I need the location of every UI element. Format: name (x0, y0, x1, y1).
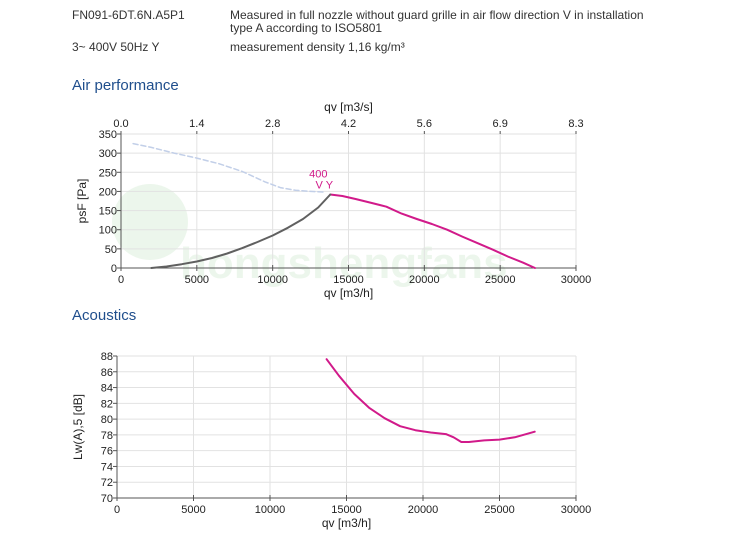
acoustics-x-tick-label: 20000 (408, 504, 439, 516)
air-y-tick-label: 0 (111, 263, 117, 275)
description-line-2: type A according to ISO5801 (230, 21, 383, 35)
acoustics-series-line-0 (325, 358, 536, 443)
air-x2-tick-label: 5.6 (417, 118, 432, 130)
watermark-text: hongshengfans (180, 239, 508, 288)
acoustics-y-tick-label: 72 (101, 477, 113, 489)
air-y-tick-label: 100 (99, 225, 117, 237)
air-series-line-0 (329, 193, 536, 269)
acoustics-x-tick-label: 0 (114, 504, 120, 516)
air-x-tick-label: 15000 (333, 274, 364, 286)
air-y-tick-label: 200 (99, 186, 117, 198)
acoustics-y-tick-label: 84 (101, 383, 113, 395)
supply-spec: 3~ 400V 50Hz Y (72, 40, 160, 54)
air-x-tick-label: 25000 (485, 274, 516, 286)
air-x-tick-label: 0 (118, 274, 124, 286)
acoustics-y-tick-label: 86 (101, 367, 113, 379)
acoustics-y-tick-label: 70 (101, 493, 113, 505)
air-x2-tick-label: 4.2 (341, 118, 356, 130)
air-y-tick-label: 350 (99, 129, 117, 141)
air-curve-label-direction: V Y (316, 179, 334, 191)
acoustics-title: Acoustics (72, 307, 137, 324)
air-y-tick-label: 250 (99, 167, 117, 179)
air-x2-tick-label: 2.8 (265, 118, 280, 130)
air-x-tick-label: 20000 (409, 274, 440, 286)
air-x2-tick-label: 6.9 (493, 118, 508, 130)
air-y-tick-label: 150 (99, 206, 117, 218)
air-performance-title: Air performance (72, 77, 179, 94)
air-x2-tick-label: 0.0 (113, 118, 128, 130)
air-x2-axis-label: qv [m3/s] (324, 100, 373, 114)
air-x-axis-label: qv [m3/h] (324, 286, 373, 300)
acoustics-y-tick-label: 78 (101, 430, 113, 442)
air-x-tick-label: 10000 (257, 274, 288, 286)
acoustics-y-tick-label: 80 (101, 414, 113, 426)
watermark-logo (112, 184, 188, 260)
air-y-tick-label: 300 (99, 148, 117, 160)
air-x2-tick-label: 8.3 (568, 118, 583, 130)
measurement-density: measurement density 1,16 kg/m³ (230, 40, 405, 54)
acoustics-x-tick-label: 25000 (484, 504, 515, 516)
acoustics-y-tick-label: 82 (101, 398, 113, 410)
air-curve-label-speed: 400 (309, 168, 327, 180)
model-number: FN091-6DT.6N.A5P1 (72, 8, 185, 22)
acoustics-y-tick-label: 74 (101, 461, 113, 473)
air-x-tick-label: 5000 (185, 274, 209, 286)
air-series-line-1 (150, 193, 332, 269)
air-series-line-2 (132, 142, 327, 193)
watermark: hongshengfans (112, 184, 508, 288)
air-y-axis-label: psF [Pa] (75, 179, 89, 224)
air-y-tick-label: 50 (105, 244, 117, 256)
acoustics-y-tick-label: 88 (101, 351, 113, 363)
air-x2-tick-label: 1.4 (189, 118, 204, 130)
description-line-1: Measured in full nozzle without guard gr… (230, 8, 644, 22)
acoustics-x-tick-label: 10000 (255, 504, 286, 516)
air-x-tick-label: 30000 (561, 274, 592, 286)
acoustics-x-axis-label: qv [m3/h] (322, 516, 371, 530)
acoustics-x-tick-label: 30000 (561, 504, 592, 516)
acoustics-y-axis-label: Lw(A),5 [dB] (71, 394, 85, 460)
acoustics-x-tick-label: 15000 (331, 504, 362, 516)
acoustics-y-tick-label: 76 (101, 446, 113, 458)
acoustics-x-tick-label: 5000 (181, 504, 205, 516)
